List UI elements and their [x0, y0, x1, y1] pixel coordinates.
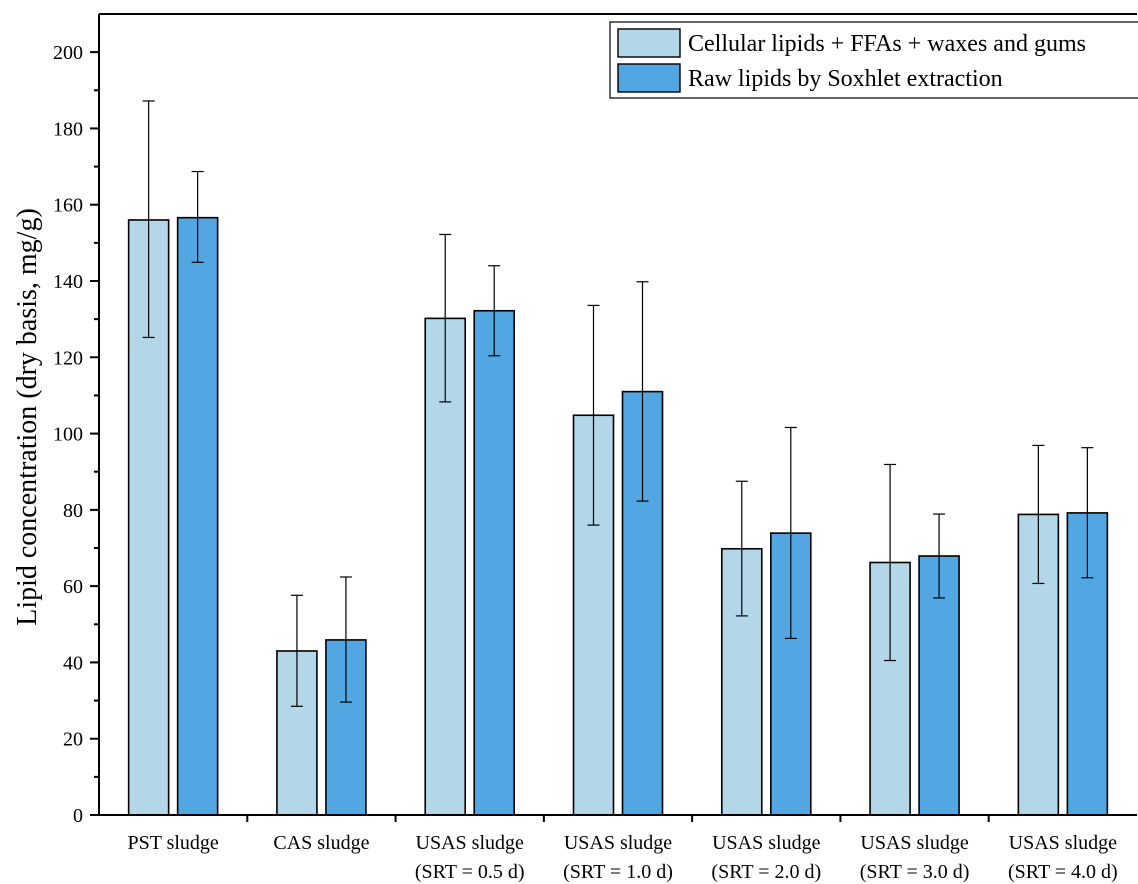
y-tick-label-60: 60 — [63, 576, 83, 598]
x-tick-label-2-line2: (SRT = 0.5 d) — [415, 861, 525, 883]
y-tick-label-20: 20 — [63, 729, 83, 751]
axes-layer — [98, 13, 1137, 816]
bar-s1-c0 — [176, 216, 219, 816]
y-tick-label-80: 80 — [63, 500, 83, 522]
x-tick-label-5: USAS sludge — [860, 832, 968, 854]
bar-s1-c5 — [918, 555, 960, 816]
legend-label-1: Raw lipids by Soxhlet extraction — [688, 66, 1003, 92]
x-tick-label-6-line2: (SRT = 4.0 d) — [1008, 861, 1118, 883]
category-labels-layer: PST sludge CAS sludge USAS sludge (SRT = 0.… — [127, 832, 1117, 883]
x-tick-label-0: PST sludge — [127, 832, 218, 854]
x-tick-label-3-line2: (SRT = 1.0 d) — [563, 861, 673, 883]
legend-box — [609, 21, 1138, 99]
y-tick-label-180: 180 — [53, 118, 83, 140]
y-tick-label-0: 0 — [73, 805, 83, 827]
legend-swatch-1 — [617, 63, 681, 93]
x-tick-label-6: USAS sludge — [1009, 832, 1117, 854]
y-tick-label-40: 40 — [63, 652, 83, 674]
y-tick-label-120: 120 — [53, 347, 83, 369]
y-tick-label-100: 100 — [53, 424, 83, 446]
x-tick-label-2: USAS sludge — [416, 832, 524, 854]
bar-s1-c2 — [473, 309, 516, 816]
legend-label-0: Cellular lipids + FFAs + waxes and gums — [688, 31, 1086, 57]
y-tick-label-160: 160 — [53, 195, 83, 217]
x-tick-label-4-line2: (SRT = 2.0 d) — [711, 861, 821, 883]
x-tick-label-5-line2: (SRT = 3.0 d) — [860, 861, 970, 883]
y-ticks-layer: 0 20 40 60 80 100 120 140 160 180 200 — [53, 42, 990, 827]
x-tick-label-1: CAS sludge — [273, 832, 369, 854]
legend: Cellular lipids + FFAs + waxes and gums R… — [609, 21, 1138, 99]
x-tick-label-3: USAS sludge — [564, 832, 672, 854]
y-tick-label-140: 140 — [53, 271, 83, 293]
y-tick-label-200: 200 — [53, 42, 83, 64]
bar-s0-c2 — [424, 317, 467, 816]
bars-layer — [127, 216, 1109, 816]
x-tick-label-4: USAS sludge — [712, 832, 820, 854]
y-axis-label: Lipid concentration (dry basis, mg/g) — [12, 208, 43, 626]
legend-swatch-0 — [617, 28, 681, 58]
error-bars-layer — [142, 100, 1094, 707]
